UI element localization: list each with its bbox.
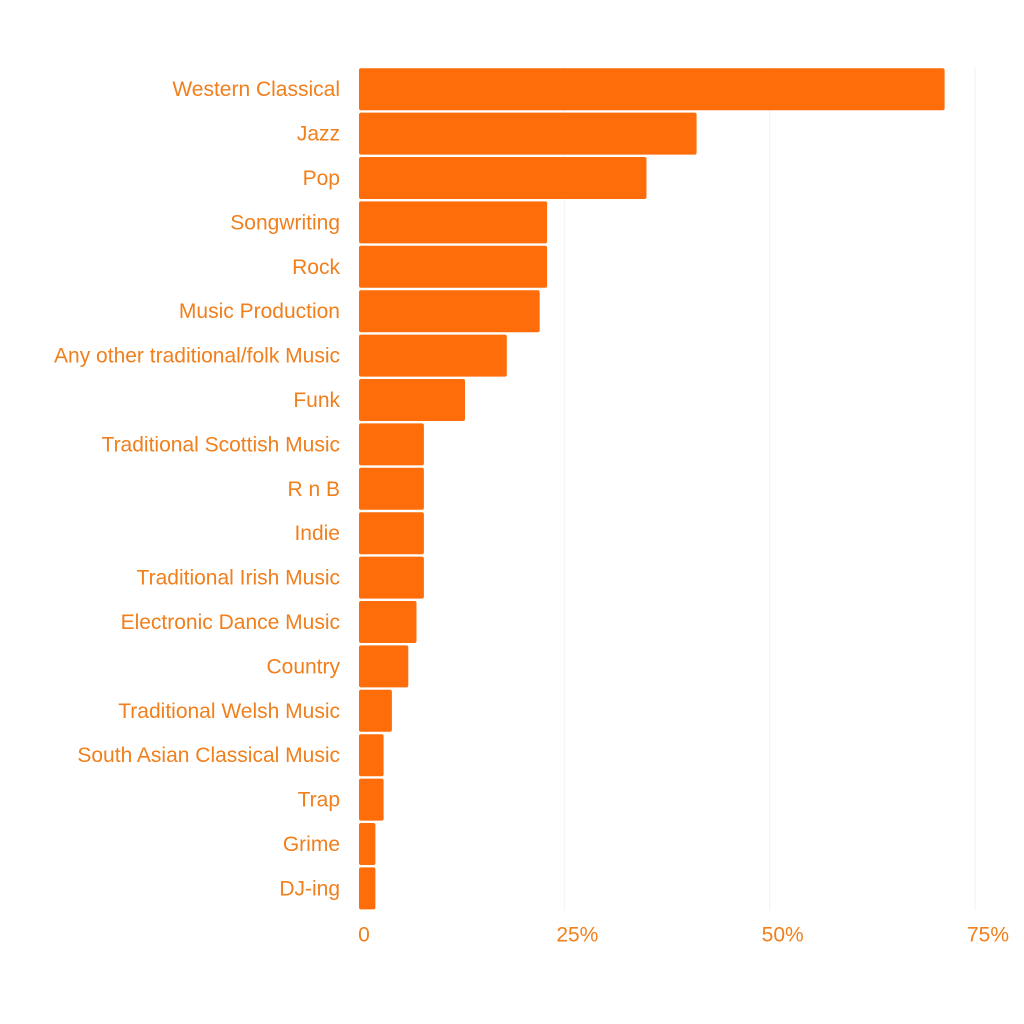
x-tick-label: 0 (358, 924, 370, 947)
bar-7[interactable] (359, 379, 465, 421)
bar-3[interactable] (359, 201, 548, 244)
bars (359, 68, 945, 910)
x-tick-label: 50% (762, 924, 804, 947)
bar-1[interactable] (359, 112, 697, 155)
category-label: Electronic Dance Music (121, 611, 340, 634)
bar-11[interactable] (359, 556, 424, 599)
bar-0[interactable] (359, 68, 945, 111)
category-label: R n B (287, 478, 340, 501)
bar-9[interactable] (359, 467, 424, 510)
bar-12[interactable] (359, 601, 417, 643)
bar-10[interactable] (359, 512, 424, 555)
bar-17[interactable] (359, 823, 376, 865)
category-label: DJ-ing (279, 877, 340, 900)
category-label: Country (266, 655, 340, 678)
category-label: Grime (283, 833, 340, 856)
bar-6[interactable] (359, 334, 507, 377)
bar-15[interactable] (359, 734, 384, 777)
x-axis-ticks: 0 25% 50% 75% (358, 924, 1009, 947)
category-label: Songwriting (230, 211, 340, 234)
bar-16[interactable] (359, 778, 384, 821)
bar-4[interactable] (359, 245, 548, 288)
category-label: Music Production (179, 300, 340, 323)
x-tick-label: 75% (967, 924, 1009, 947)
bar-2[interactable] (359, 157, 647, 199)
category-label: Jazz (297, 123, 340, 146)
bar-18[interactable] (359, 867, 376, 910)
category-label: Pop (303, 167, 340, 190)
category-label: Indie (294, 522, 340, 545)
category-label: Funk (293, 389, 340, 412)
category-labels: Western Classical Jazz Pop Songwriting Rock M… (54, 78, 340, 900)
bar-5[interactable] (359, 290, 540, 333)
category-label: Rock (292, 256, 340, 279)
category-label: Any other traditional/folk Music (54, 345, 340, 368)
category-label: Traditional Scottish Music (102, 433, 340, 456)
category-label: Traditional Welsh Music (118, 700, 340, 723)
category-label: South Asian Classical Music (77, 744, 340, 767)
bar-13[interactable] (359, 645, 409, 688)
x-tick-label: 25% (556, 924, 598, 947)
category-label: Traditional Irish Music (137, 567, 340, 590)
category-label: Trap (298, 789, 340, 812)
bar-14[interactable] (359, 689, 392, 732)
bar-8[interactable] (359, 423, 424, 466)
category-label: Western Classical (172, 78, 340, 101)
grid-lines (563, 67, 976, 911)
